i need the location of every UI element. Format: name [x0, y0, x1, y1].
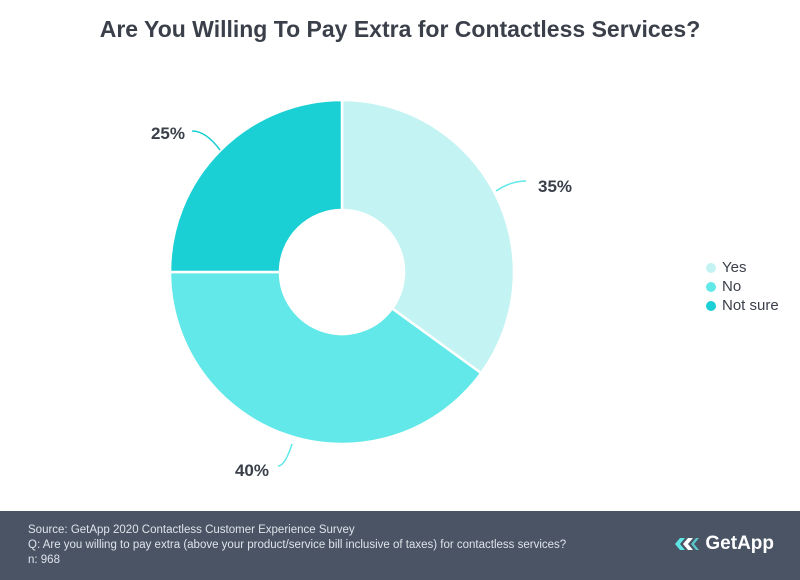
slice-no[interactable] — [168, 270, 483, 446]
leader-line-not-sure — [191, 130, 221, 151]
getapp-logo[interactable]: GetApp — [674, 533, 774, 555]
legend-swatch-yes — [706, 262, 716, 273]
chart-title: Are You Willing To Pay Extra for Contact… — [99, 16, 701, 42]
legend-label-no: No — [722, 278, 742, 295]
footer: Source: GetApp 2020 Contactless Customer… — [0, 511, 800, 580]
leader-line-yes — [495, 180, 527, 192]
legend-item-not-sure[interactable]: Not sure — [706, 296, 779, 315]
data-label-not-sure: 25% — [151, 124, 185, 143]
legend-item-no[interactable]: No — [706, 277, 779, 296]
leader-line-no — [277, 443, 293, 467]
legend-item-yes[interactable]: Yes — [706, 258, 779, 277]
question-text: Q: Are you willing to pay extra (above y… — [28, 539, 567, 551]
sample-size-text: n: 968 — [28, 554, 60, 566]
legend-label-yes: Yes — [722, 259, 747, 276]
data-label-no: 40% — [235, 461, 269, 480]
legend: Yes No Not sure — [706, 258, 779, 315]
logo-text: GetApp — [705, 533, 774, 554]
data-label-yes: 35% — [538, 177, 572, 196]
footer-text: Source: GetApp 2020 Contactless Customer… — [28, 523, 566, 568]
legend-label-not-sure: Not sure — [722, 297, 779, 314]
legend-swatch-not-sure — [706, 300, 716, 311]
slice-not-sure[interactable] — [168, 98, 344, 274]
donut-chart: 35% 40% 25% — [151, 98, 572, 480]
getapp-chevrons-icon — [675, 538, 700, 550]
source-text: Source: GetApp 2020 Contactless Customer… — [28, 524, 355, 536]
legend-swatch-no — [706, 281, 716, 292]
slice-yes[interactable] — [340, 98, 516, 375]
